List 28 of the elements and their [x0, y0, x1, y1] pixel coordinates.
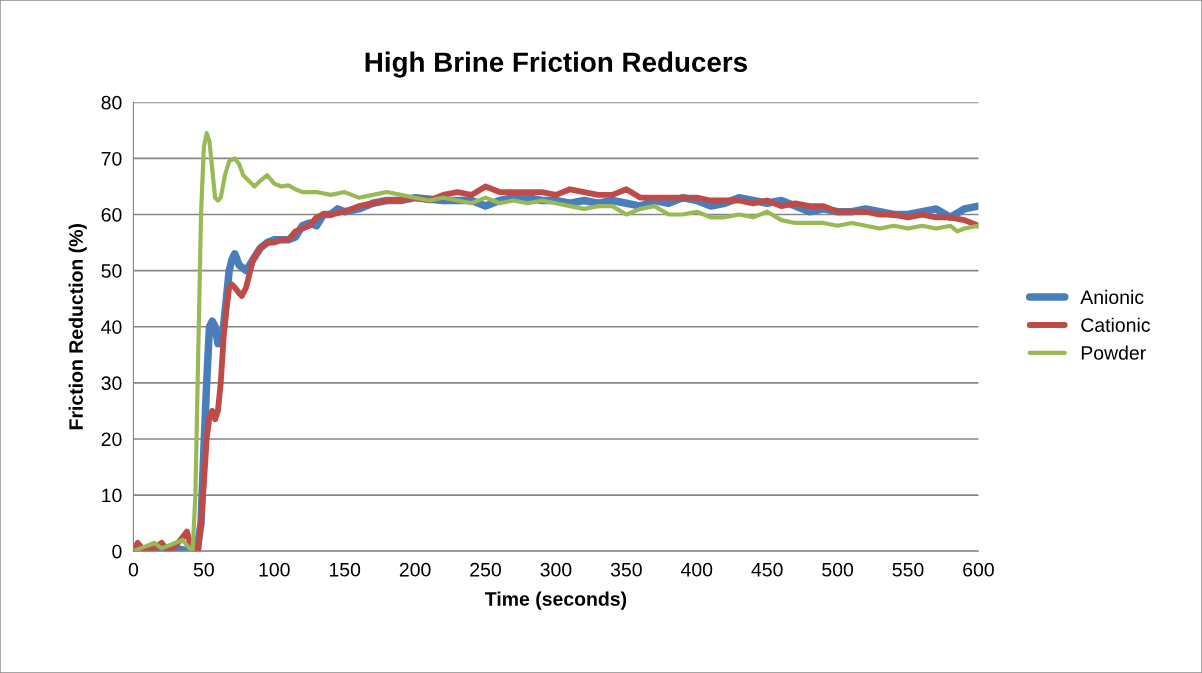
x-tick-label: 350 — [610, 562, 642, 577]
x-tick-label: 600 — [963, 562, 994, 577]
x-tick-label: 150 — [329, 562, 361, 577]
y-axis-title: Friction Reduction (%) — [68, 224, 87, 430]
x-tick-label: 400 — [680, 562, 713, 577]
y-tick-label: 60 — [101, 207, 122, 222]
legend-label: Powder — [1081, 345, 1146, 360]
legend-label: Cationic — [1081, 317, 1151, 332]
y-tick-label: 80 — [101, 95, 122, 110]
x-tick-label: 50 — [193, 562, 214, 577]
x-tick-label: 450 — [751, 562, 783, 577]
y-tick-label: 50 — [101, 264, 122, 278]
y-tick-label: 10 — [102, 488, 122, 503]
y-tick-label: 20 — [101, 432, 122, 447]
chart-title: High Brine Friction Reducers — [365, 51, 747, 78]
x-tick-label: 100 — [259, 562, 290, 577]
x-tick-label: 300 — [540, 562, 572, 577]
y-tick-label: 70 — [101, 151, 122, 166]
x-tick-label: 200 — [399, 562, 431, 577]
y-tick-label: 0 — [112, 544, 122, 559]
x-tick-label: 0 — [128, 562, 139, 577]
x-tick-label: 250 — [470, 562, 501, 577]
x-tick-label: 500 — [822, 562, 854, 577]
y-tick-label: 30 — [101, 376, 122, 391]
x-tick-label: 550 — [892, 562, 924, 577]
legend-label: Anionic — [1080, 289, 1144, 305]
x-axis-title: Time (seconds) — [485, 591, 627, 610]
y-tick-label: 40 — [101, 320, 122, 334]
